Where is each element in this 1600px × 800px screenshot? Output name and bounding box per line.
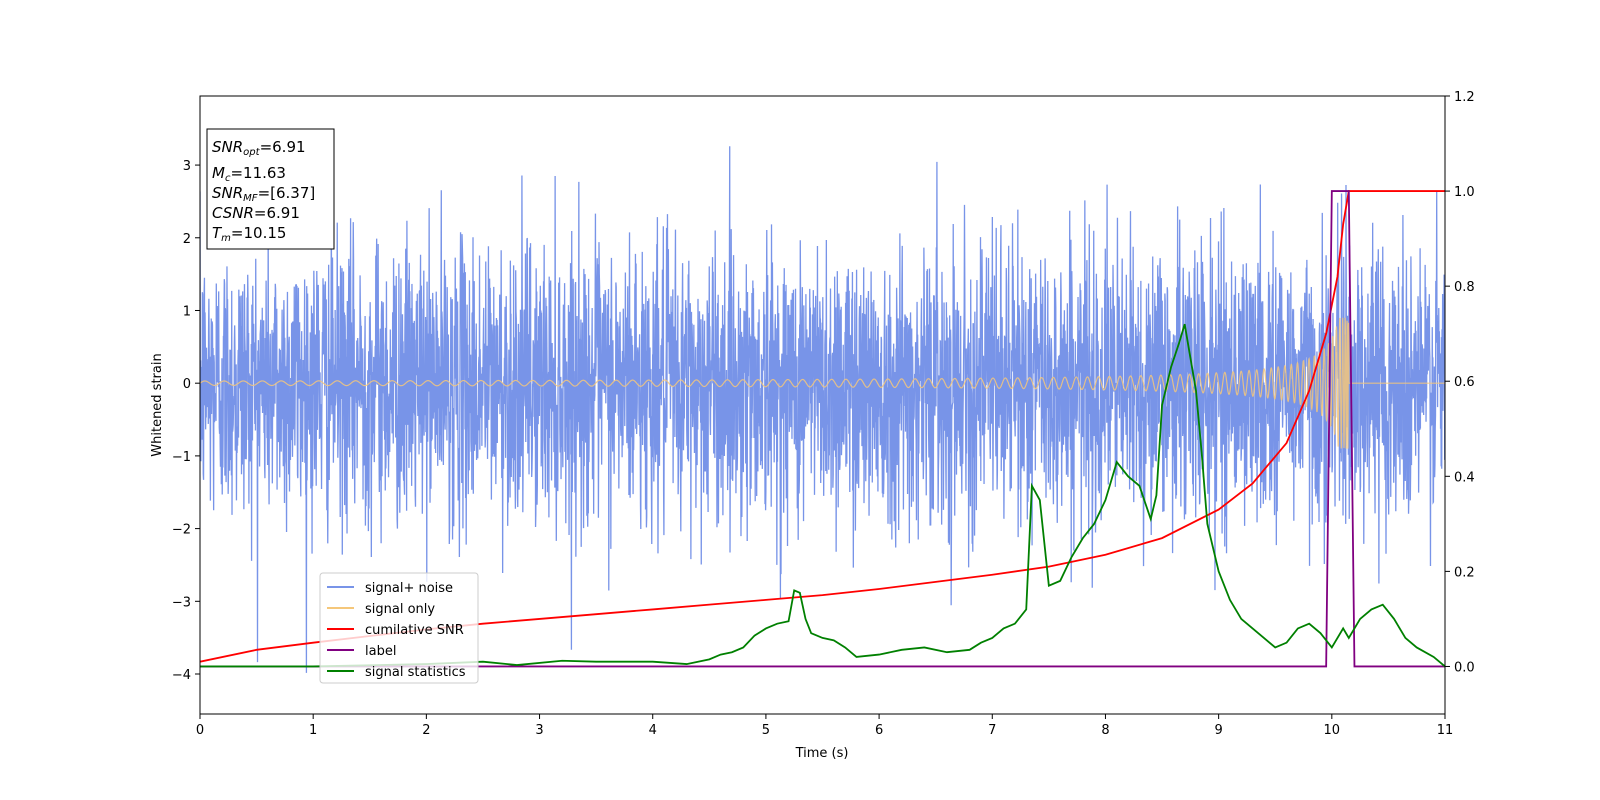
y2-tick-label: 1.0 bbox=[1454, 185, 1475, 200]
y-tick-label: 0 bbox=[183, 377, 191, 392]
x-tick-label: 0 bbox=[196, 723, 204, 738]
info-box-frame bbox=[206, 128, 335, 250]
x-tick-label: 5 bbox=[762, 723, 770, 738]
y-tick-label: 2 bbox=[183, 232, 191, 247]
y-tick-label: 1 bbox=[183, 304, 191, 319]
y2-tick-label: 1.2 bbox=[1454, 90, 1475, 105]
info-csnr: CSNR=6.91 bbox=[212, 204, 300, 222]
legend-label: signal+ noise bbox=[365, 581, 453, 596]
legend: signal+ noise signal only cumilative SNR la… bbox=[319, 572, 479, 684]
y-axis-label: Whitened strain bbox=[150, 353, 165, 456]
legend-frame bbox=[319, 572, 479, 684]
legend-label: signal only bbox=[365, 602, 435, 617]
x-tick-label: 9 bbox=[1214, 723, 1222, 738]
y2-tick-label: 0.8 bbox=[1454, 280, 1475, 295]
x-tick-label: 4 bbox=[649, 723, 657, 738]
series-signal-noise bbox=[200, 146, 1445, 673]
legend-label: label bbox=[365, 644, 396, 659]
info-snr-opt: SNRopt=6.91 bbox=[212, 138, 306, 158]
series-signal-only bbox=[200, 317, 1445, 449]
y-axis-left: −4 −3 −2 −1 0 1 2 3 bbox=[172, 159, 200, 683]
series-signal-statistics bbox=[200, 323, 1445, 668]
x-tick-label: 1 bbox=[309, 723, 317, 738]
x-tick-label: 2 bbox=[422, 723, 430, 738]
info-mc: Mc=11.63 bbox=[212, 164, 286, 184]
x-axis-label: Time (s) bbox=[795, 746, 849, 761]
y-tick-label: 3 bbox=[183, 159, 191, 174]
x-axis: 0 1 2 3 4 5 6 7 8 9 10 11 bbox=[196, 714, 1453, 738]
series-label bbox=[200, 190, 1445, 668]
x-tick-label: 6 bbox=[875, 723, 883, 738]
legend-label: cumilative SNR bbox=[365, 623, 464, 638]
x-tick-label: 7 bbox=[988, 723, 996, 738]
y2-tick-label: 0.4 bbox=[1454, 470, 1475, 485]
y-tick-label: −1 bbox=[172, 450, 191, 465]
info-snr-mf: SNRMF=[6.37] bbox=[212, 184, 315, 204]
y-tick-label: −4 bbox=[172, 668, 191, 683]
x-tick-label: 3 bbox=[535, 723, 543, 738]
info-box: SNRopt=6.91 Mc=11.63 SNRMF=[6.37] CSNR=6… bbox=[206, 128, 335, 250]
info-tm: Tm=10.15 bbox=[212, 224, 286, 244]
y-tick-label: −3 bbox=[172, 595, 191, 610]
plot-frame bbox=[199, 95, 1446, 715]
x-tick-label: 11 bbox=[1437, 723, 1454, 738]
y2-tick-label: 0.2 bbox=[1454, 565, 1475, 580]
x-tick-label: 8 bbox=[1101, 723, 1109, 738]
legend-label: signal statistics bbox=[365, 665, 466, 680]
y-axis-right: 0.0 0.2 0.4 0.6 0.8 1.0 1.2 bbox=[1445, 90, 1475, 675]
x-tick-label: 10 bbox=[1324, 723, 1341, 738]
y-tick-label: −2 bbox=[172, 523, 191, 538]
y2-tick-label: 0.6 bbox=[1454, 375, 1475, 390]
y2-tick-label: 0.0 bbox=[1454, 660, 1475, 675]
